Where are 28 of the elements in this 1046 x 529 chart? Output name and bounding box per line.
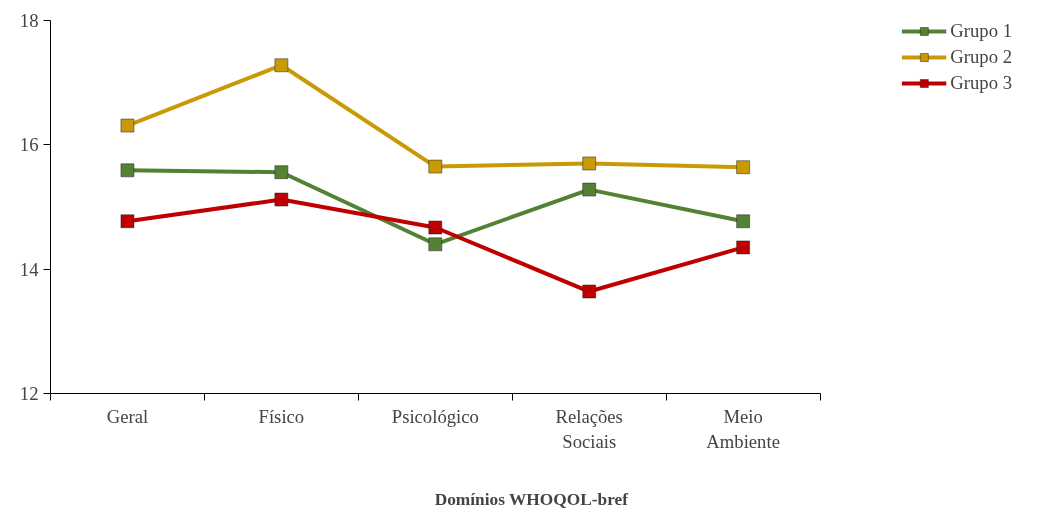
x-tick-label: Físico bbox=[258, 405, 305, 427]
point bbox=[736, 214, 750, 229]
x-tick-label: Relações Sociais bbox=[555, 405, 623, 452]
x-tick-label: Geral bbox=[106, 405, 149, 427]
point bbox=[582, 156, 596, 171]
point bbox=[428, 220, 443, 235]
point bbox=[274, 58, 289, 73]
y-tick-label: 18 bbox=[19, 10, 39, 31]
point bbox=[428, 237, 443, 252]
point bbox=[736, 160, 750, 174]
point bbox=[582, 284, 596, 299]
point bbox=[736, 240, 750, 255]
legend-label: Grupo 2 bbox=[950, 46, 1012, 68]
point bbox=[120, 214, 135, 229]
x-axis-title: Domínios WHOQOL-bref bbox=[434, 489, 629, 509]
legend-label: Grupo 3 bbox=[950, 72, 1012, 94]
y-tick-label: 12 bbox=[19, 383, 39, 404]
legend-label: Grupo 1 bbox=[950, 20, 1012, 42]
point bbox=[120, 118, 135, 133]
y-tick-label: 14 bbox=[19, 258, 40, 280]
point bbox=[120, 163, 135, 178]
point bbox=[274, 192, 289, 207]
x-tick-label: Meio Ambiente bbox=[706, 405, 780, 452]
point bbox=[582, 182, 596, 197]
x-tick-label: Psicológico bbox=[391, 405, 479, 427]
point bbox=[274, 165, 289, 179]
point bbox=[428, 159, 443, 174]
y-tick-label: 16 bbox=[19, 134, 39, 156]
